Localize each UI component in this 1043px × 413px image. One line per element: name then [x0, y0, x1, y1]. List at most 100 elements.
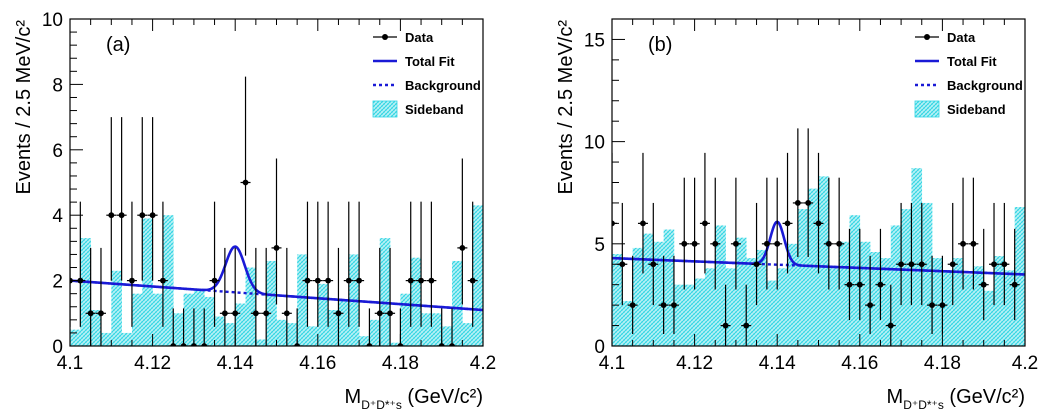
sideband-bar — [400, 293, 412, 346]
sideband-bar — [963, 274, 974, 346]
data-point — [660, 302, 667, 309]
sideband-bar — [90, 310, 102, 346]
sideband-bar — [142, 218, 153, 346]
data-point — [345, 277, 352, 284]
data-point — [846, 281, 853, 288]
legend-fit-label: Total Fit — [405, 54, 455, 69]
sideband-bar — [735, 237, 747, 346]
sideband-bar — [766, 280, 778, 346]
data-point — [304, 277, 311, 284]
data-point — [407, 277, 414, 284]
x-tick-label: 4.2 — [470, 353, 496, 374]
data-point — [201, 343, 208, 346]
data-point — [314, 277, 321, 284]
sideband-bar — [204, 296, 215, 346]
sideband-bar — [472, 205, 483, 346]
legend-fit-label: Total Fit — [947, 54, 997, 69]
sideband-bar — [338, 300, 350, 346]
sideband-bar — [286, 323, 298, 346]
sideband-bar — [880, 258, 892, 346]
sideband-bar — [369, 319, 381, 346]
data-point — [149, 212, 156, 219]
y-axis-label: Events / 2.5 MeV/c² — [555, 20, 577, 195]
sideband-bar — [890, 225, 902, 346]
sideband-bar — [359, 336, 370, 346]
data-point — [160, 277, 166, 284]
x-tick-label: 4.12 — [134, 353, 171, 374]
data-point — [815, 220, 822, 227]
sideband-bar — [379, 238, 391, 346]
data-point — [180, 343, 187, 346]
y-tick-label: 0 — [52, 337, 63, 358]
sideband-bar — [255, 339, 267, 346]
sideband-bar — [921, 202, 933, 346]
data-point — [335, 310, 342, 317]
panel-label: (a) — [106, 34, 130, 56]
sideband-bar — [276, 319, 288, 346]
data-points — [612, 128, 1020, 346]
data-point — [753, 261, 760, 268]
legend-sideband-label: Sideband — [947, 102, 1006, 117]
sideband-bar — [870, 251, 881, 346]
sideband-bar — [328, 310, 339, 346]
data-point — [1001, 261, 1008, 268]
x-tick-label: 4.16 — [299, 353, 336, 374]
x-tick-label: 4.14 — [759, 353, 796, 374]
data-point — [691, 240, 698, 247]
x-tick-label: 4.1 — [57, 353, 83, 374]
sideband-bar — [983, 290, 995, 346]
sideband-bar — [994, 256, 1005, 346]
sideband-bar — [152, 293, 164, 346]
data-point — [887, 322, 894, 329]
data-point — [908, 261, 915, 268]
data-point — [702, 220, 708, 227]
sideband-bar — [777, 268, 788, 346]
sideband-bar — [162, 215, 174, 346]
sideband-bar — [653, 241, 664, 346]
data-point — [640, 220, 646, 227]
data-point — [283, 310, 290, 317]
sideband-bar — [622, 301, 633, 346]
sideband-bar — [973, 266, 984, 346]
sideband-bar — [952, 258, 964, 346]
data-point — [273, 245, 280, 251]
chart-panel-b: 4.1 4.12 4.14 4.16 4.18 4.2 0 5 10 15 Events / 2.5… — [555, 18, 1038, 412]
data-point — [877, 281, 884, 288]
sideband-bar — [612, 254, 623, 346]
sideband-bar — [642, 233, 654, 346]
sideband-bar — [224, 323, 236, 346]
sideband-bar — [100, 332, 112, 346]
data-point — [129, 277, 135, 284]
data-point — [970, 240, 977, 247]
data-point — [867, 302, 874, 309]
legend-sideband-marker — [914, 100, 940, 118]
data-points — [70, 76, 478, 346]
sideband-bar — [694, 278, 706, 346]
sideband-bar — [932, 258, 943, 346]
data-point — [366, 343, 373, 346]
data-point — [805, 200, 812, 206]
y-tick-label: 5 — [594, 235, 605, 256]
sideband-bar — [839, 241, 850, 346]
data-point — [459, 245, 466, 251]
data-point — [733, 240, 739, 247]
x-tick-label: 4.18 — [382, 353, 419, 374]
data-point — [991, 261, 997, 268]
data-point — [242, 179, 249, 186]
sideband-bar — [828, 268, 840, 346]
data-point — [939, 302, 946, 309]
data-point — [87, 310, 94, 317]
y-tick-label: 8 — [52, 75, 63, 96]
data-point — [898, 261, 904, 268]
legend-bkg-label: Background — [405, 78, 481, 93]
sideband-bar — [725, 268, 737, 346]
data-point — [263, 310, 270, 317]
data-point — [712, 240, 719, 247]
data-point — [108, 212, 115, 219]
sideband-bar — [70, 329, 81, 346]
sideband-bar — [121, 332, 133, 346]
sideband-bar — [235, 303, 246, 346]
x-tick-label: 4.14 — [217, 353, 254, 374]
y-tick-label: 15 — [584, 30, 605, 51]
